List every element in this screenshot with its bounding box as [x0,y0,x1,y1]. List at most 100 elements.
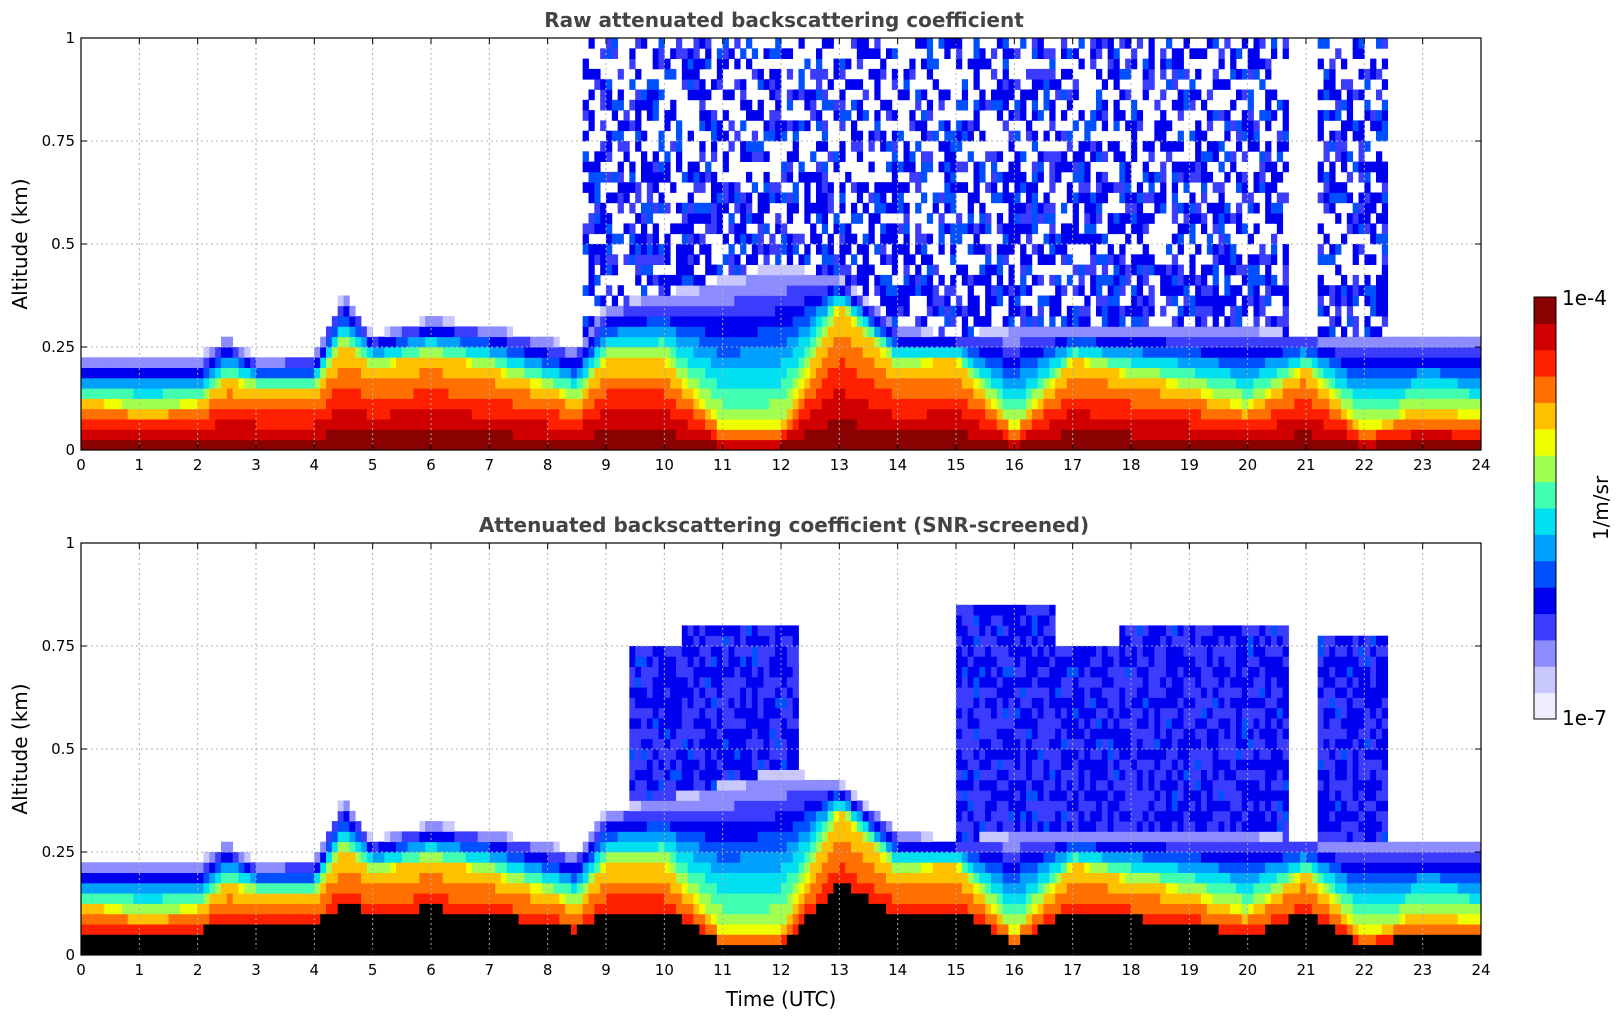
heatmap-cell [1131,99,1138,111]
heatmap-cell [897,336,904,348]
heatmap-cell [1317,326,1324,338]
heatmap-cell [337,305,344,317]
heatmap-cell [938,161,945,173]
heatmap-cell [203,419,210,430]
heatmap-cell [1072,213,1079,224]
heatmap-cell [646,264,654,276]
heatmap-cell [1411,398,1418,410]
heatmap-cell [1212,347,1219,358]
heatmap-cell [903,347,910,358]
heatmap-cell [868,192,875,204]
heatmap-cell [1276,213,1284,224]
heatmap-cell [1230,336,1237,348]
heatmap-cell [378,398,385,410]
heatmap-cell [967,357,974,368]
heatmap-cell [1276,347,1284,358]
heatmap-cell [1031,419,1039,430]
heatmap-cell [1282,388,1289,399]
heatmap-cell [296,388,304,399]
heatmap-cell [897,182,904,193]
heatmap-cell [903,244,910,255]
heatmap-cell [874,408,881,420]
heatmap-cell [932,357,939,368]
heatmap-cell [1195,367,1202,379]
heatmap-cell [926,326,934,338]
heatmap-cell [1066,89,1074,101]
heatmap-cell [588,408,595,420]
heatmap-cell [436,408,444,420]
heatmap-cell [687,429,694,441]
heatmap-cell [1084,223,1091,235]
heatmap-cell [711,264,718,276]
heatmap-cell [1195,439,1202,451]
heatmap-cell [1206,336,1214,348]
heatmap-cell [821,274,829,286]
heatmap-cell [436,429,444,441]
heatmap-cell [1218,223,1225,235]
heatmap-cell [1183,367,1190,379]
heatmap-cell [670,141,677,152]
heatmap-cell [162,388,169,399]
heatmap-cell [956,38,963,49]
heatmap-cell [728,264,735,276]
heatmap-cell [769,439,776,451]
heatmap-cell [1131,398,1138,410]
heatmap-cell [1160,192,1167,204]
heatmap-cell [1107,244,1114,255]
heatmap-cell [915,408,922,420]
heatmap-cell [1282,408,1289,420]
heatmap-cell [658,377,665,389]
heatmap-cell [1335,419,1342,430]
heatmap-cell [606,388,613,399]
heatmap-cell [1066,254,1074,265]
heatmap-cell [1008,295,1015,307]
heatmap-cell [1008,326,1015,338]
heatmap-cell [1224,347,1231,358]
heatmap-cell [396,347,403,358]
heatmap-cell [693,68,700,80]
heatmap-cell [1014,377,1021,389]
heatmap-cell [1049,429,1056,441]
heatmap-cell [1136,316,1144,327]
heatmap-cell [1195,316,1202,327]
heatmap-cell [81,398,88,410]
heatmap-cell [868,326,875,338]
heatmap-cell [1271,367,1278,379]
x-tick-label: 5 [368,456,378,474]
heatmap-cell [699,58,706,70]
heatmap-cell [541,388,549,399]
heatmap-cell [1125,233,1132,245]
heatmap-cell [652,419,659,430]
heatmap-cell [1066,326,1074,338]
heatmap-cell [839,202,846,214]
heatmap-cell [635,274,642,286]
heatmap-cell [944,408,951,420]
heatmap-cell [944,398,951,410]
heatmap-cell [1160,326,1167,338]
heatmap-cell [1002,244,1009,255]
heatmap-cell [436,326,444,338]
heatmap-cell [886,223,893,235]
heatmap-cell [664,120,671,132]
heatmap-cell [903,151,910,162]
heatmap-cell [681,58,689,70]
heatmap-cell [991,161,998,173]
heatmap-cell [1031,161,1039,173]
heatmap-cell [798,429,805,441]
heatmap-cell [839,182,846,193]
heatmap-cell [722,347,729,358]
heatmap-cell [903,141,910,152]
heatmap-cell [1101,357,1109,368]
heatmap-cell [1166,398,1173,410]
heatmap-cell [681,171,689,183]
heatmap-cell [921,429,928,441]
heatmap-cell [676,336,683,348]
heatmap-cell [734,439,741,451]
heatmap-cell [985,439,992,451]
heatmap-cell [1241,336,1249,348]
heatmap-cell [646,99,654,111]
heatmap-cell [1381,99,1389,111]
heatmap-cell [151,388,158,399]
heatmap-cell [658,89,665,101]
heatmap-cell [1236,130,1243,142]
